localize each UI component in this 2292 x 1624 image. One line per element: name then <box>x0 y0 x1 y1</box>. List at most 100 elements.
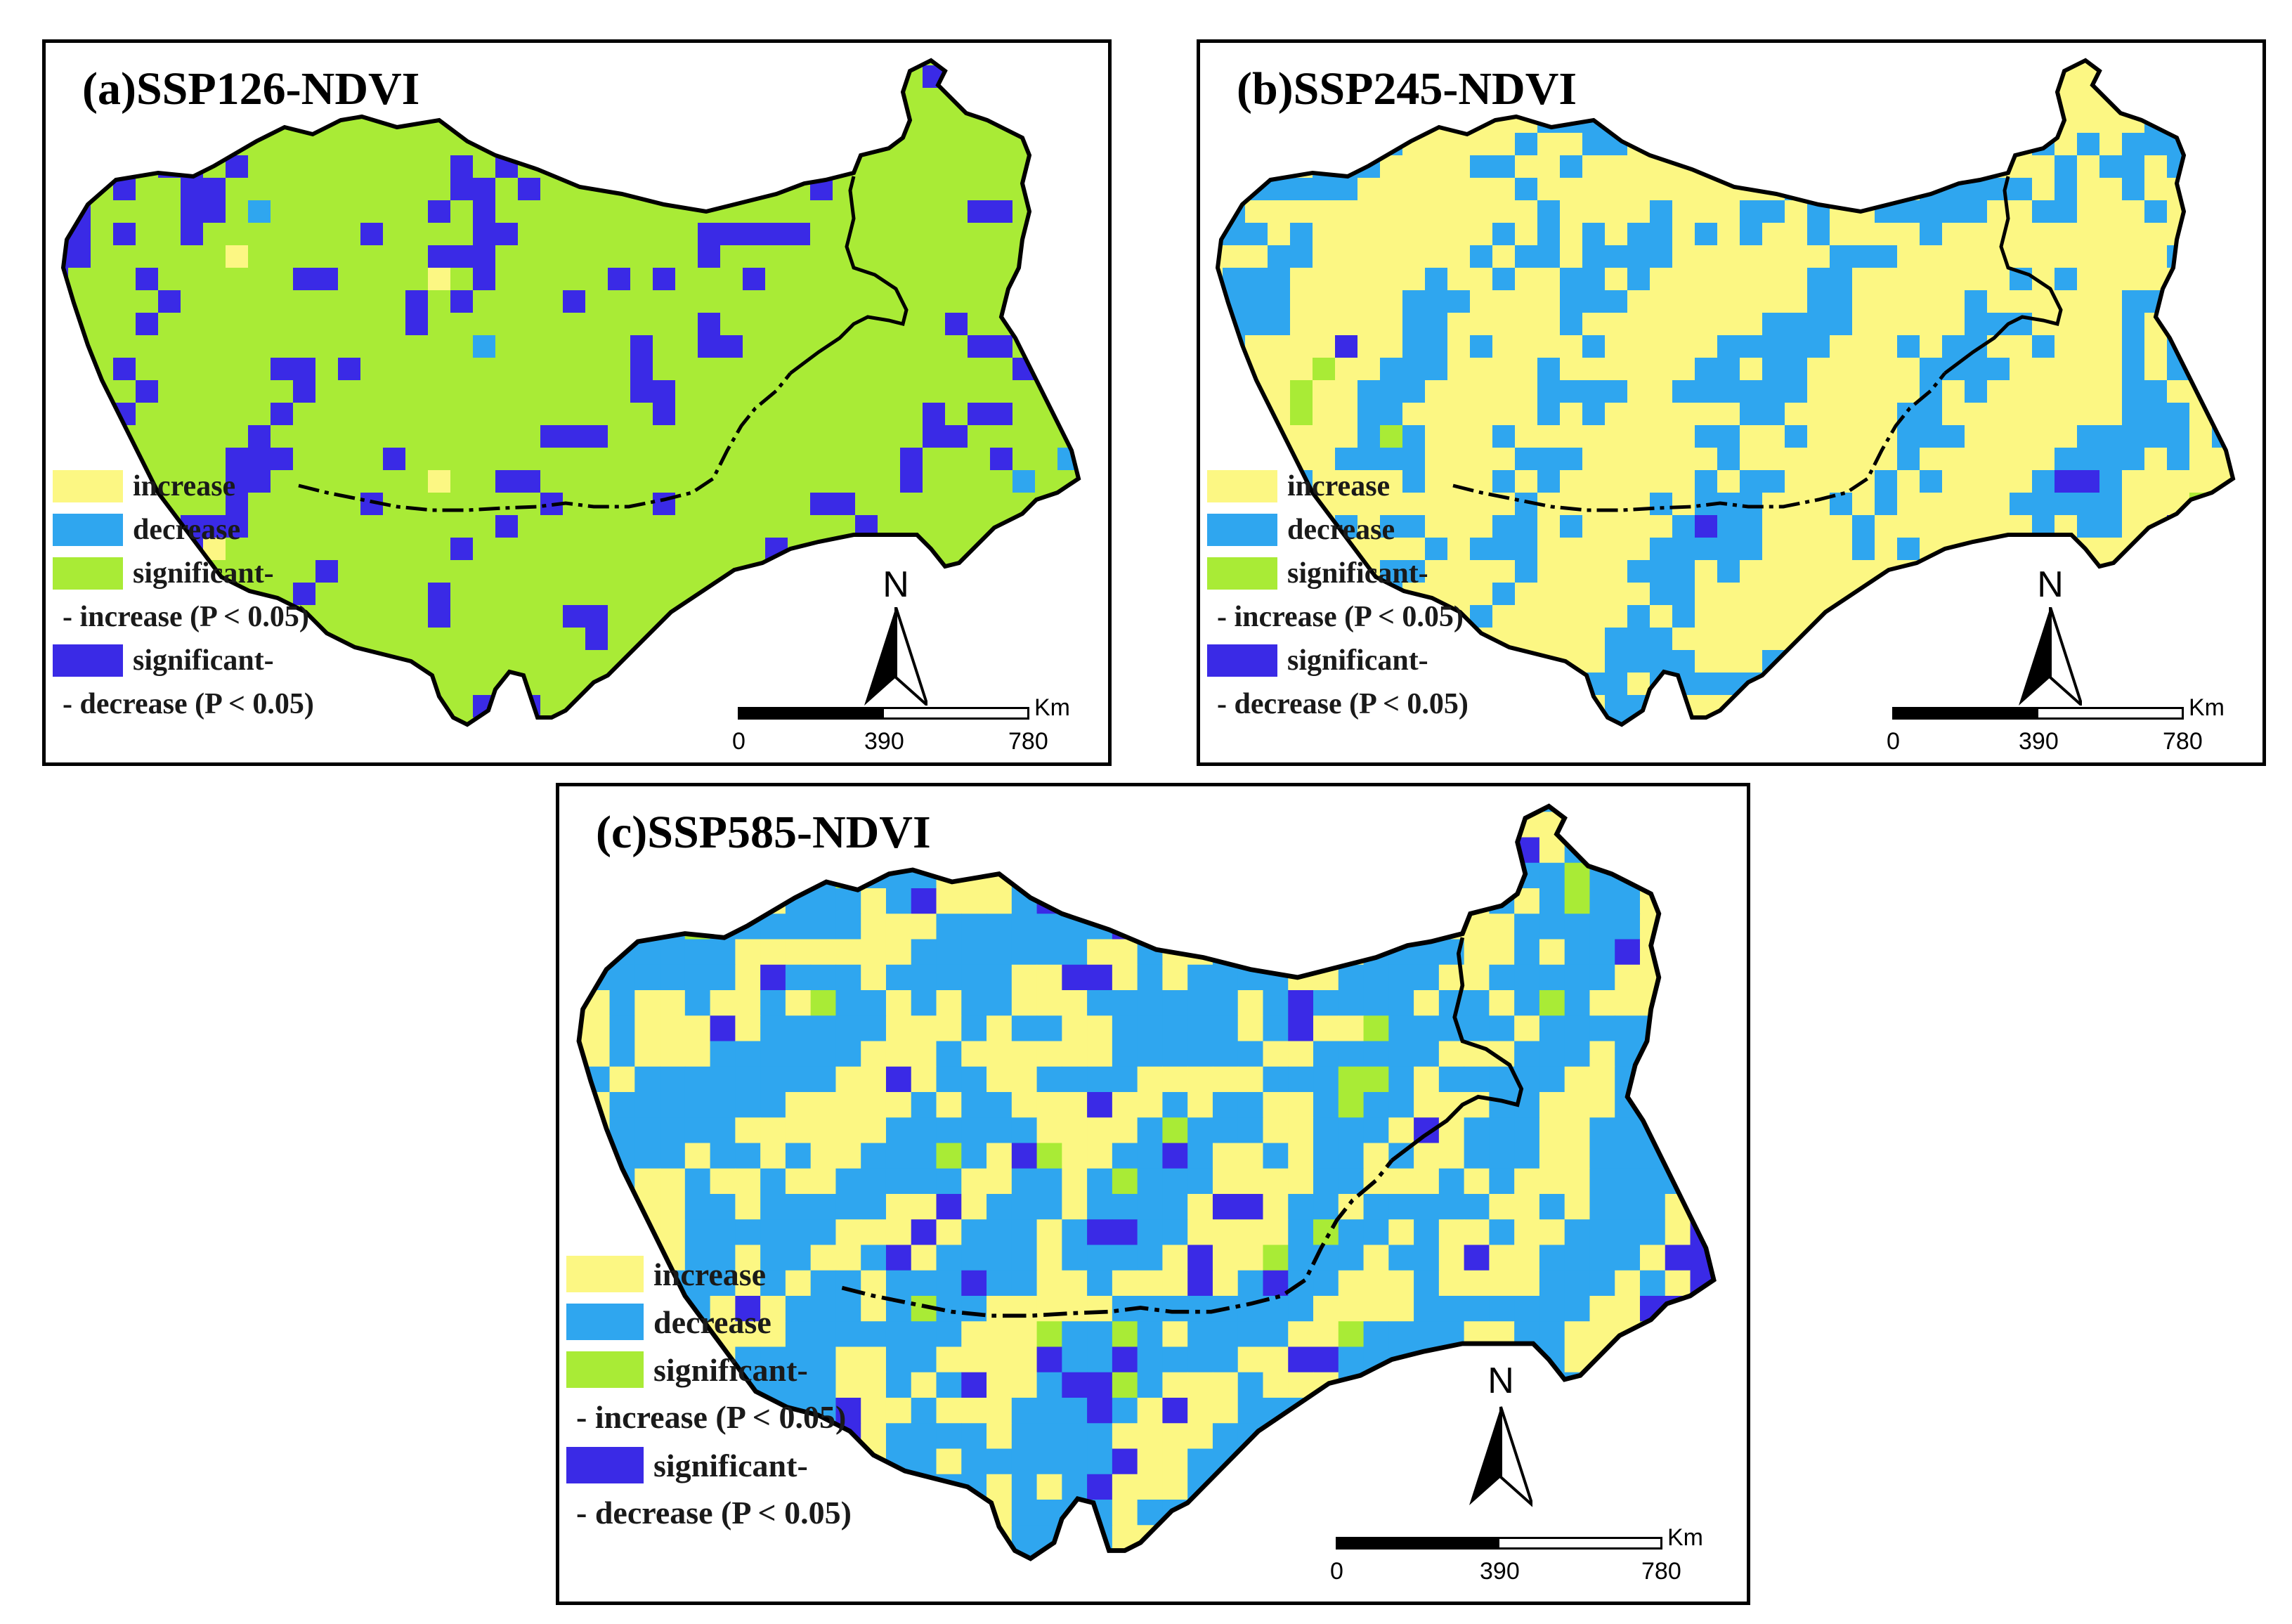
ndvi-cell-increase <box>735 1321 761 1348</box>
ndvi-cell-decrease <box>578 837 585 864</box>
ndvi-cell-decrease <box>2257 245 2262 268</box>
ndvi-cell-sig-increase <box>1057 60 1079 66</box>
ndvi-cell-increase <box>1897 110 1920 134</box>
ndvi-cell-increase <box>1380 313 1403 336</box>
ndvi-cell-decrease <box>1690 1474 1714 1500</box>
ndvi-cell-sig-increase <box>540 133 564 156</box>
ndvi-cell-increase <box>2010 403 2033 426</box>
ndvi-cell-sig-increase <box>720 628 743 651</box>
ndvi-cell-sig-increase <box>248 155 271 178</box>
ndvi-cell-increase <box>1762 695 1785 718</box>
ndvi-cell-decrease <box>2234 290 2258 313</box>
ndvi-cell-increase <box>861 1041 887 1067</box>
ndvi-cell-decrease <box>885 888 912 914</box>
ndvi-cell-decrease <box>1388 888 1414 914</box>
ndvi-cell-increase <box>1740 1169 1747 1195</box>
ndvi-cell-sig-increase <box>1057 268 1079 291</box>
ndvi-cell-increase <box>2032 425 2055 448</box>
ndvi-cell-decrease <box>1223 358 1246 381</box>
ndvi-cell-sig-increase <box>720 470 743 493</box>
ndvi-cell-decrease <box>2212 583 2233 606</box>
ndvi-cell-sig-increase <box>405 425 429 448</box>
ndvi-cell-decrease <box>2099 515 2123 538</box>
ndvi-cell-decrease <box>1740 838 1747 864</box>
ndvi-cell-increase <box>2234 493 2258 516</box>
ndvi-cell-increase <box>1492 200 1516 223</box>
ndvi-cell-decrease <box>1695 223 1718 246</box>
ndvi-cell-increase <box>961 1194 987 1220</box>
ndvi-cell-decrease <box>785 914 812 940</box>
ndvi-cell-sig-increase <box>765 560 788 583</box>
ndvi-cell-increase <box>1425 200 1448 223</box>
ndvi-cell-sig-increase <box>720 268 743 291</box>
ndvi-cell-increase <box>1589 1474 1615 1500</box>
ndvi-cell-decrease <box>1514 1296 1540 1322</box>
ndvi-cell-decrease <box>987 1117 1012 1144</box>
ndvi-cell-decrease <box>1288 1296 1314 1322</box>
ndvi-cell-increase <box>861 888 887 914</box>
ndvi-cell-decrease <box>1062 939 1088 966</box>
ndvi-cell-sig-increase <box>1035 200 1058 223</box>
ndvi-cell-decrease <box>1338 888 1365 914</box>
ndvi-cell-decrease <box>1414 1423 1440 1450</box>
ndvi-cell-decrease <box>1691 1576 1716 1602</box>
ndvi-cell-decrease <box>1615 1245 1641 1271</box>
ndvi-cell-decrease <box>936 812 962 838</box>
ndvi-cell-increase <box>1223 380 1246 403</box>
ndvi-cell-sig-increase <box>338 448 361 471</box>
ndvi-cell-sig-increase <box>675 133 698 156</box>
ndvi-cell-sig-increase <box>585 290 608 313</box>
ndvi-cell-sig-decrease <box>540 110 564 134</box>
ndvi-cell-sig-decrease <box>293 268 316 291</box>
ndvi-cell-sig-increase <box>315 425 339 448</box>
ndvi-cell-decrease <box>1187 1346 1213 1373</box>
ndvi-cell-increase <box>1830 740 1853 762</box>
ndvi-cell-increase <box>1897 740 1920 762</box>
ndvi-cell-decrease <box>1414 1296 1440 1322</box>
ndvi-cell-increase <box>1717 403 1740 426</box>
ndvi-cell-decrease <box>1875 628 1898 651</box>
ndvi-cell-increase <box>1695 245 1718 268</box>
ndvi-cell-sig-increase <box>833 268 856 291</box>
ndvi-cell-increase <box>1897 245 1920 268</box>
ndvi-cell-sig-increase <box>675 223 698 246</box>
ndvi-cell-increase <box>2167 470 2190 493</box>
ndvi-cell-sig-increase <box>428 448 451 471</box>
ndvi-cell-sig-increase <box>315 178 339 201</box>
ndvi-cell-decrease <box>1313 178 1336 201</box>
ndvi-cell-sig-increase <box>765 60 788 66</box>
ndvi-cell-increase <box>2010 380 2033 403</box>
ndvi-cell-sig-increase <box>900 380 923 403</box>
ndvi-cell-increase <box>1695 200 1718 223</box>
ndvi-cell-decrease <box>987 1092 1012 1118</box>
ndvi-cell-increase <box>1785 470 1808 493</box>
ndvi-cell-increase <box>1695 60 1718 66</box>
ndvi-cell-sig-increase <box>315 717 339 725</box>
ndvi-cell-decrease <box>1514 964 1540 991</box>
ndvi-cell-decrease <box>1537 358 1561 381</box>
ndvi-cell-sig-increase <box>1338 1092 1365 1118</box>
ndvi-cell-increase <box>1564 1143 1591 1169</box>
legend-swatch-sig-decrease <box>53 644 123 677</box>
ndvi-cell-decrease <box>987 1448 1012 1475</box>
ndvi-cell-increase <box>634 888 660 914</box>
ndvi-cell-increase <box>2122 60 2145 66</box>
ndvi-cell-sig-increase <box>1012 1576 1037 1602</box>
ndvi-cell-sig-increase <box>338 245 361 268</box>
ndvi-cell-decrease <box>1087 990 1113 1016</box>
ndvi-cell-increase <box>1492 178 1516 201</box>
ndvi-cell-sig-increase <box>1102 448 1108 471</box>
ndvi-cell-increase <box>1539 1219 1565 1246</box>
ndvi-cell-increase <box>1852 268 1875 291</box>
ndvi-cell-decrease <box>1589 1219 1615 1246</box>
ndvi-cell-sig-decrease <box>1162 1143 1188 1169</box>
ndvi-cell-increase <box>1920 515 1943 538</box>
ndvi-cell-sig-increase <box>743 200 766 223</box>
ndvi-cell-sig-increase <box>810 448 833 471</box>
ndvi-cell-sig-decrease <box>1057 650 1079 673</box>
ndvi-cell-increase <box>987 1372 1012 1398</box>
ndvi-cell-sig-increase <box>608 628 631 651</box>
ndvi-cell-decrease <box>1582 335 1606 358</box>
ndvi-cell-increase <box>1492 740 1516 762</box>
ndvi-cell-increase <box>1268 155 1291 178</box>
